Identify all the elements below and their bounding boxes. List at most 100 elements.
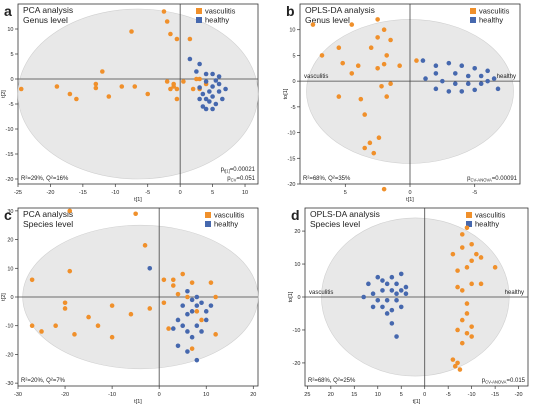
data-point-vasculitis — [170, 277, 176, 283]
data-point-healthy — [465, 73, 471, 79]
data-point-vasculitis — [469, 258, 474, 264]
panel-letter: c — [4, 207, 12, 223]
data-point-vasculitis — [469, 324, 474, 329]
data-point-healthy — [394, 281, 399, 287]
group-label-healthy: healthy — [505, 290, 524, 296]
x-tick-label: -15 — [491, 392, 499, 398]
panel-title: PCA analysis — [23, 5, 73, 15]
data-point-healthy — [394, 297, 399, 303]
p-value: pt[1]=0.00021 — [221, 167, 256, 174]
data-point-healthy — [472, 87, 478, 93]
data-point-vasculitis — [119, 84, 125, 89]
y-tick-label: -30 — [6, 381, 14, 387]
data-point-healthy — [389, 274, 395, 280]
data-point-healthy — [420, 58, 426, 63]
x-tick-label: 0 — [423, 392, 426, 398]
data-point-healthy — [361, 294, 366, 300]
y-tick-label: 20 — [7, 238, 13, 244]
x-tick-label: 20 — [250, 392, 256, 398]
data-point-healthy — [375, 274, 381, 280]
data-point-healthy — [380, 278, 385, 283]
data-point-vasculitis — [189, 346, 195, 351]
data-point-vasculitis — [170, 283, 176, 288]
data-point-healthy — [203, 309, 209, 314]
data-point-healthy — [210, 84, 215, 89]
data-point-healthy — [197, 85, 202, 90]
data-point-vasculitis — [464, 265, 470, 270]
series-healthy — [187, 56, 228, 112]
y-axis-label: to[1] — [283, 88, 289, 99]
data-point-vasculitis — [199, 317, 204, 323]
data-point-healthy — [446, 89, 452, 94]
data-point-vasculitis — [67, 91, 73, 97]
legend-label-vasculitis: vasculitis — [214, 211, 245, 220]
data-point-healthy — [207, 89, 212, 94]
data-point-healthy — [194, 294, 200, 300]
data-point-healthy — [472, 65, 478, 71]
data-point-healthy — [180, 323, 186, 329]
data-point-healthy — [398, 271, 404, 277]
y-axis-label: t[2] — [1, 293, 7, 301]
data-point-vasculitis — [464, 330, 470, 336]
legend-label-healthy: healthy — [475, 220, 499, 229]
data-point-vasculitis — [310, 22, 316, 27]
data-point-healthy — [175, 317, 181, 323]
x-tick-label: -10 — [108, 392, 116, 398]
data-point-vasculitis — [469, 334, 474, 339]
data-point-vasculitis — [459, 340, 465, 346]
data-point-healthy — [375, 297, 381, 303]
x-tick-label: 0 — [158, 392, 161, 398]
group-label-healthy: healthy — [497, 74, 516, 80]
y-tick-label: 30 — [7, 209, 13, 215]
data-point-vasculitis — [93, 85, 99, 91]
data-point-vasculitis — [368, 45, 374, 51]
data-point-vasculitis — [67, 208, 73, 214]
legend-label-vasculitis: vasculitis — [479, 7, 510, 16]
panel-letter: a — [4, 3, 12, 19]
data-point-healthy — [147, 265, 153, 271]
data-point-healthy — [491, 76, 497, 81]
data-point-vasculitis — [336, 94, 342, 99]
model-stats: R²=68%, Q²=25% — [308, 378, 356, 384]
data-point-healthy — [366, 281, 371, 287]
data-point-vasculitis — [72, 332, 77, 337]
data-point-healthy — [194, 69, 199, 74]
data-point-vasculitis — [181, 79, 186, 84]
data-point-vasculitis — [455, 284, 460, 290]
data-point-healthy — [180, 303, 186, 308]
data-point-healthy — [389, 288, 395, 293]
data-point-vasculitis — [213, 332, 218, 337]
data-point-healthy — [185, 311, 190, 317]
data-point-healthy — [384, 281, 390, 287]
data-point-vasculitis — [355, 63, 361, 69]
panel-subtitle: Species level — [310, 219, 360, 229]
group-label-vasculitis: vasculitis — [309, 290, 333, 296]
data-point-vasculitis — [478, 281, 484, 287]
data-point-healthy — [203, 96, 209, 102]
series-healthy — [361, 271, 409, 339]
legend-label-healthy: healthy — [205, 16, 229, 25]
data-point-healthy — [459, 89, 465, 94]
y-tick-label: -10 — [6, 127, 14, 133]
data-point-vasculitis — [362, 145, 368, 151]
x-tick-label: 0 — [179, 190, 182, 196]
data-point-vasculitis — [381, 27, 387, 33]
data-point-vasculitis — [336, 45, 342, 51]
group-label-vasculitis: vasculitis — [304, 74, 328, 80]
data-point-vasculitis — [457, 367, 463, 372]
data-point-healthy — [210, 71, 215, 77]
data-point-vasculitis — [358, 96, 364, 102]
data-point-healthy — [220, 96, 225, 102]
x-tick-label: -20 — [46, 190, 54, 196]
p-subscript: CV — [231, 178, 237, 183]
data-point-healthy — [478, 81, 484, 87]
panel-letter: d — [291, 207, 300, 223]
series-vasculitis — [450, 225, 498, 372]
x-tick-label: -10 — [468, 392, 476, 398]
data-point-healthy — [210, 106, 215, 112]
y-tick-label: -20 — [6, 352, 14, 358]
data-point-healthy — [203, 71, 209, 77]
data-point-healthy — [203, 106, 209, 112]
